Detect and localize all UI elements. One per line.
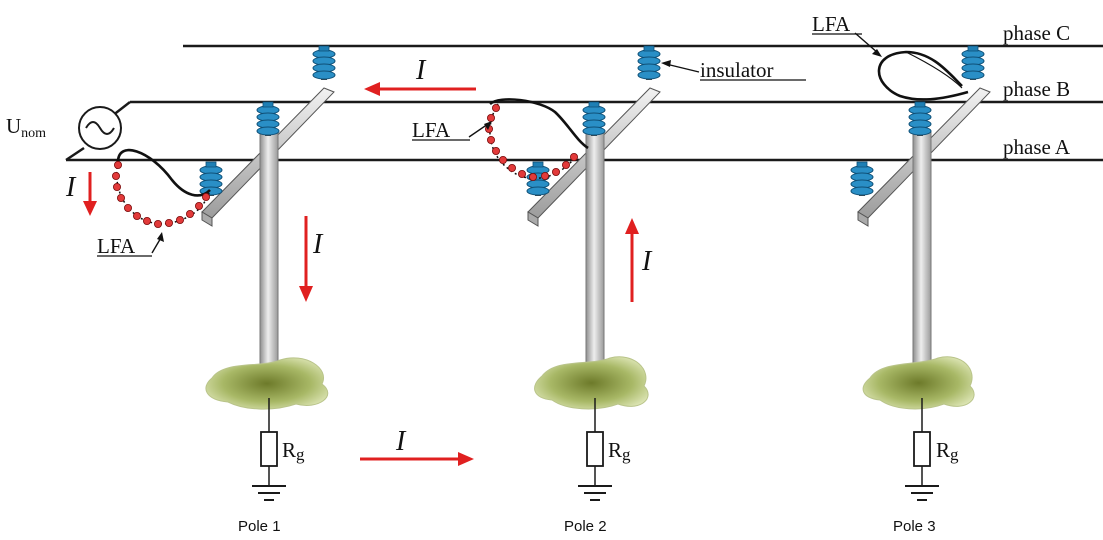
pole-2: Rg <box>526 45 661 501</box>
arrow-icon <box>625 218 639 302</box>
insulator-callout: insulator <box>661 58 806 82</box>
arrow-icon <box>360 452 474 466</box>
lfa-label-pole-3: LFA <box>812 12 851 36</box>
resistor-icon <box>260 431 278 467</box>
pole-1-label: Pole 1 <box>238 518 281 535</box>
resistor-icon <box>586 431 604 467</box>
current-label-pole-1: I <box>312 229 324 260</box>
pole-2-shaft <box>585 131 605 399</box>
insulator-label: insulator <box>700 58 774 82</box>
insulator-icon <box>312 45 336 81</box>
current-label-pole-2: I <box>641 246 653 277</box>
phase-b-label: phase B <box>1003 77 1070 101</box>
ground-icon <box>905 485 939 501</box>
ac-source-icon <box>78 106 122 150</box>
pole-3-ground-patch <box>862 356 975 410</box>
pole-1: Rg <box>199 45 336 501</box>
current-label-ground: I <box>395 426 407 457</box>
pole-2-resistor-label: Rg <box>608 438 631 464</box>
current-label-top: I <box>415 55 427 86</box>
insulator-icon <box>850 161 874 197</box>
pole-1-shaft <box>259 131 279 399</box>
phase-a-label: phase A <box>1003 135 1071 159</box>
insulator-icon <box>637 45 661 81</box>
lfa-pole-1: LFA <box>97 148 211 258</box>
pole-1-resistor-label: Rg <box>282 438 305 464</box>
insulator-icon <box>199 161 223 197</box>
arrow-icon <box>83 172 97 216</box>
resistor-icon <box>913 431 931 467</box>
pole-2-label: Pole 2 <box>564 518 607 535</box>
pole-3-label: Pole 3 <box>893 518 936 535</box>
insulator-icon <box>961 45 985 81</box>
lfa-label-pole-1: LFA <box>97 234 136 258</box>
arrow-icon <box>299 216 313 302</box>
ground-icon <box>578 485 612 501</box>
arrow-icon <box>364 82 476 96</box>
phase-conductors <box>65 44 1103 162</box>
lfa-pole-2: LFA <box>412 98 589 181</box>
pole-3: Rg <box>850 45 991 501</box>
ground-icon <box>252 485 286 501</box>
pole-1-ground-patch <box>205 357 329 410</box>
current-label-left: I <box>65 172 77 203</box>
insulator-icon <box>256 101 280 137</box>
current-arrows: I I I I I <box>65 55 653 466</box>
phase-c-label: phase C <box>1003 21 1070 45</box>
lfa-pole-3: LFA <box>812 12 969 101</box>
insulator-icon <box>908 101 932 137</box>
pole-3-shaft <box>912 131 932 399</box>
pole-3-resistor-label: Rg <box>936 438 959 464</box>
pole-2-ground-patch <box>534 356 649 410</box>
insulator-icon <box>582 101 606 137</box>
source-label: Unom <box>6 114 46 141</box>
lfa-label-pole-2: LFA <box>412 118 451 142</box>
